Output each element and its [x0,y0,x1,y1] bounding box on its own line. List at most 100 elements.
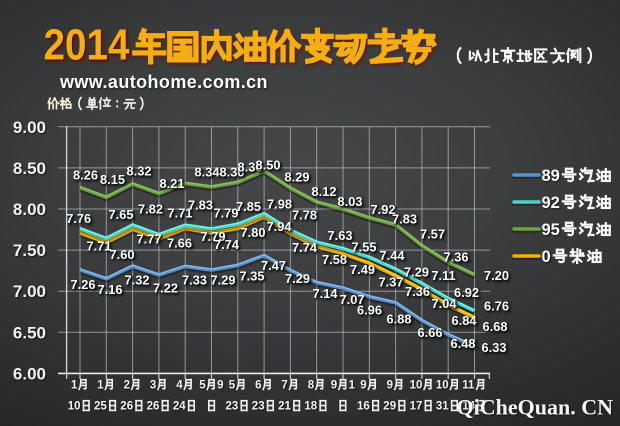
svg-text:6.88: 6.88 [387,312,412,327]
svg-text:25: 25 [94,401,107,413]
svg-text:6.68: 6.68 [483,319,508,334]
svg-text:7.33: 7.33 [182,273,207,288]
svg-text:17: 17 [410,401,423,413]
svg-text:7.22: 7.22 [153,281,178,296]
svg-text:2: 2 [124,380,130,392]
svg-text:8: 8 [308,380,315,392]
svg-text:3: 3 [150,380,156,392]
svg-text:7.29: 7.29 [211,273,236,288]
svg-text:21: 21 [278,401,291,413]
svg-text:9: 9 [217,380,223,392]
svg-text:9.00: 9.00 [13,118,46,137]
svg-text:9: 9 [331,380,337,392]
svg-text:7.36: 7.36 [405,284,430,299]
svg-text:8.36: 8.36 [238,160,263,175]
svg-text:7.16: 7.16 [98,282,123,297]
svg-text:1: 1 [71,380,78,392]
svg-text:6.66: 6.66 [418,325,443,340]
svg-text:2014: 2014 [44,20,130,69]
svg-text:7.11: 7.11 [431,268,455,283]
svg-text:6: 6 [255,380,261,392]
svg-text:7.71: 7.71 [87,239,112,254]
svg-text:7.98: 7.98 [267,197,292,212]
svg-text:24: 24 [173,401,186,413]
svg-text:7.57: 7.57 [420,227,445,242]
svg-text:7.14: 7.14 [313,286,339,301]
svg-text:7.60: 7.60 [110,247,135,262]
svg-text:7.00: 7.00 [13,282,46,301]
svg-text:7.58: 7.58 [322,252,347,267]
svg-text:7.76: 7.76 [66,211,91,226]
svg-text:7.20: 7.20 [484,268,509,283]
svg-text:7.29: 7.29 [285,271,310,286]
svg-text:7.65: 7.65 [109,207,134,222]
svg-text:7.47: 7.47 [261,258,286,273]
svg-text:7.83: 7.83 [188,198,213,213]
svg-text:7.50: 7.50 [13,241,46,260]
svg-text:8.12: 8.12 [312,184,337,199]
svg-text:7.79: 7.79 [214,206,239,221]
svg-text:7.55: 7.55 [352,240,377,255]
svg-text:16: 16 [357,401,370,413]
svg-text:8.26: 8.26 [73,168,98,183]
svg-text:QiCheQuan. CN: QiCheQuan. CN [457,395,614,420]
svg-text:8.15: 8.15 [100,172,125,187]
svg-text:10: 10 [436,380,449,392]
svg-text:7.80: 7.80 [241,225,266,240]
svg-text:6.84: 6.84 [452,313,478,328]
svg-text:7.37: 7.37 [379,275,404,290]
svg-text:7.66: 7.66 [167,236,192,251]
svg-text:18: 18 [304,401,317,413]
svg-text:6.76: 6.76 [484,299,509,314]
svg-text:7.49: 7.49 [350,262,375,277]
svg-text:23: 23 [252,401,265,413]
svg-text:5: 5 [199,380,206,392]
svg-text:www.autohome.com.cn: www.autohome.com.cn [59,72,268,92]
svg-text:7.79: 7.79 [201,229,226,244]
svg-text:7.77: 7.77 [137,232,162,247]
svg-text:1: 1 [349,380,356,392]
svg-text:31: 31 [436,401,449,413]
svg-text:8.50: 8.50 [256,158,281,173]
svg-text:26: 26 [147,401,160,413]
svg-text:7.07: 7.07 [340,292,365,307]
svg-text:26: 26 [120,401,133,413]
svg-text:7.04: 7.04 [432,296,458,311]
svg-text:6.48: 6.48 [451,336,476,351]
svg-text:7.29: 7.29 [404,265,429,280]
svg-text:9: 9 [360,380,366,392]
svg-text:9: 9 [387,380,393,392]
svg-text:7.82: 7.82 [138,202,163,217]
svg-text:14: 14 [462,401,475,413]
svg-text:8.21: 8.21 [160,176,185,191]
svg-text:7.44: 7.44 [380,248,406,263]
svg-text:89: 89 [542,167,560,185]
svg-text:7.83: 7.83 [392,212,417,227]
svg-text:7.94: 7.94 [267,219,293,234]
svg-text:95: 95 [542,221,560,239]
svg-text:8.29: 8.29 [285,170,310,185]
svg-text:6.00: 6.00 [13,364,46,383]
svg-text:7.26: 7.26 [71,277,96,292]
svg-text:8.00: 8.00 [13,200,46,219]
svg-text:0: 0 [542,248,551,266]
svg-text:23: 23 [226,401,239,413]
svg-text:8.03: 8.03 [338,194,363,209]
svg-text:7.71: 7.71 [168,206,193,221]
svg-text:7.36: 7.36 [444,250,469,265]
svg-text:7.63: 7.63 [328,228,353,243]
svg-text:8.34: 8.34 [195,165,221,180]
svg-text:1: 1 [97,380,104,392]
svg-text:7.85: 7.85 [236,199,261,214]
svg-text:7.74: 7.74 [214,237,240,252]
svg-text:6.92: 6.92 [454,285,479,300]
svg-text:6.96: 6.96 [357,303,382,318]
svg-text:29: 29 [383,401,396,413]
svg-text:8.32: 8.32 [127,164,152,179]
svg-text:6.50: 6.50 [13,323,46,342]
svg-text:7.74: 7.74 [292,240,318,255]
svg-text:92: 92 [542,194,560,212]
svg-text:7: 7 [281,380,287,392]
svg-text:7.92: 7.92 [371,202,396,217]
svg-text:6.33: 6.33 [482,340,507,355]
